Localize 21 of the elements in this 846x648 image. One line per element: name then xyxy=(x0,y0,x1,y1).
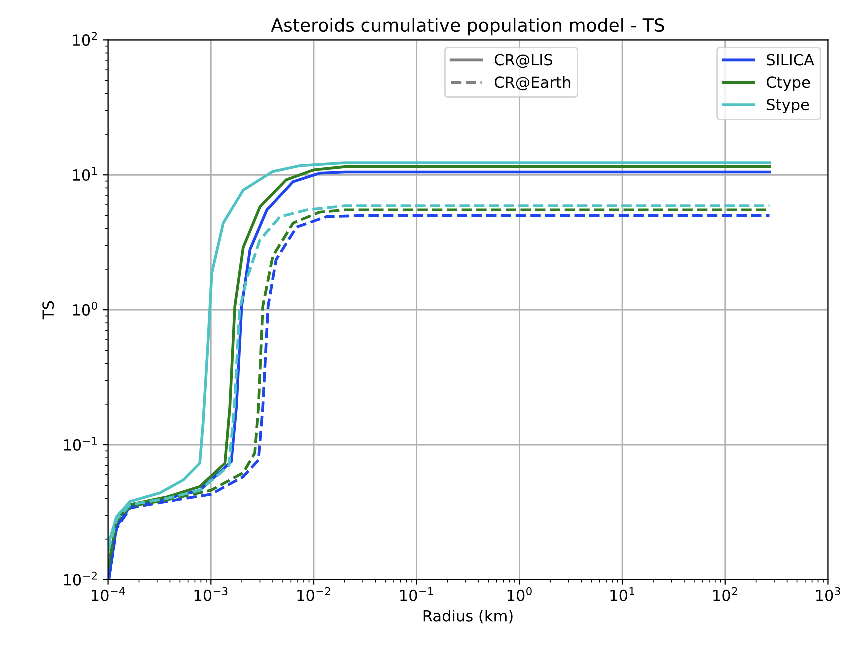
y-tick-label: 10$^{2}$ xyxy=(73,32,97,46)
x-tick-label: 10$^{3}$ xyxy=(816,587,840,602)
legend-label: CR@Earth xyxy=(494,76,570,91)
x-tick-label: 10$^{1}$ xyxy=(610,588,634,602)
y-tick-label: 10$^{0}$ xyxy=(73,302,98,316)
x-tick-label: 10$^{−2}$ xyxy=(298,587,330,602)
legend-label: Ctype xyxy=(766,76,810,92)
x-tick-label: 10$^{−1}$ xyxy=(400,588,434,602)
y-axis-title: TS xyxy=(42,301,54,320)
x-tick-label: 10$^{2}$ xyxy=(714,587,738,602)
y-tick-label: 10$^{−2}$ xyxy=(64,572,97,586)
x-tick-label: 10$^{−3}$ xyxy=(194,587,228,602)
x-tick-label: 10$^{−4}$ xyxy=(92,588,126,602)
legend-label: CR@LIS xyxy=(494,54,553,68)
chart-title: Asteroids cumulative population model - TS xyxy=(271,18,664,36)
x-axis-title: Radius (km) xyxy=(424,610,513,624)
legend-label: SILICA xyxy=(767,54,814,66)
y-tick-label: 10$^{−1}$ xyxy=(64,437,98,451)
legend-label: Stype xyxy=(767,99,810,114)
y-tick-label: 10$^{1}$ xyxy=(73,167,98,182)
x-tick-label: 10$^{0}$ xyxy=(508,587,532,602)
